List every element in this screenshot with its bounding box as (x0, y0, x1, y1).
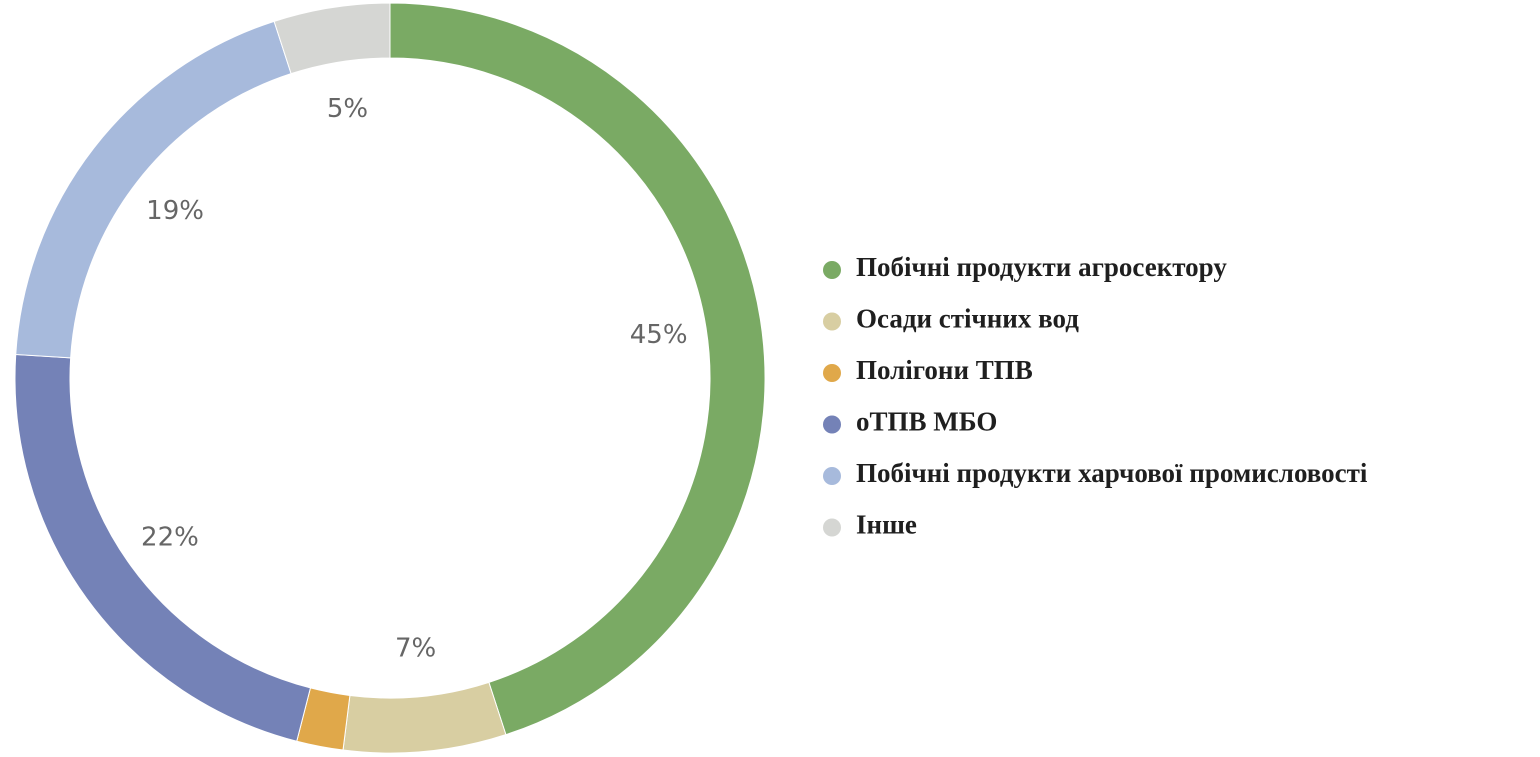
donut-segment (389, 2, 766, 736)
donut-segment (273, 2, 391, 75)
legend-label: Полігони ТПВ (856, 355, 1033, 385)
legend-marker (823, 261, 841, 279)
legend-marker (823, 364, 841, 382)
legend-marker (823, 415, 841, 434)
value-label: 19% (146, 196, 204, 226)
legend-marker (823, 312, 841, 331)
legend-label: Побічні продукти агросектору (856, 252, 1227, 282)
donut-segment (15, 20, 292, 359)
value-label: 5% (327, 94, 368, 124)
donut-segment (342, 681, 507, 754)
legend-label: оТПВ МБО (856, 407, 997, 437)
legend-marker (823, 518, 841, 537)
legend-marker (823, 467, 841, 485)
legend-label: Побічні продукти харчової промисловості (856, 458, 1368, 488)
value-label: 7% (395, 633, 436, 663)
legend-label: Осади стічних вод (856, 304, 1079, 334)
value-label: 45% (630, 320, 688, 350)
value-label: 22% (141, 522, 199, 552)
legend-label: Інше (856, 510, 917, 540)
